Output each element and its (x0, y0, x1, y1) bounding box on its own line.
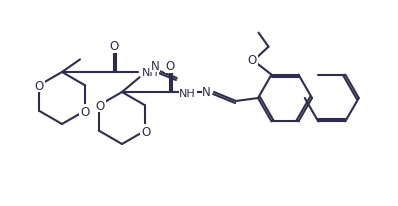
Text: N: N (150, 59, 159, 72)
Text: O: O (35, 79, 44, 92)
Text: O: O (248, 54, 257, 67)
Text: O: O (109, 40, 119, 53)
Text: NH: NH (142, 68, 159, 78)
Text: NH: NH (179, 89, 196, 98)
Text: O: O (80, 105, 89, 118)
Text: O: O (141, 125, 150, 138)
Text: O: O (166, 60, 175, 73)
Text: N: N (202, 85, 211, 98)
Text: O: O (96, 99, 105, 112)
